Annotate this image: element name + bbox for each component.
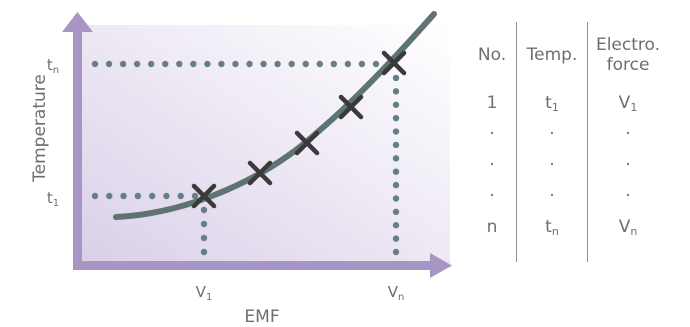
table-cell: · [625,155,631,175]
guide-dot [162,60,169,68]
guide-dot [392,141,400,149]
guide-dot [119,60,127,68]
guide-dot [200,248,208,256]
table-cell: V1 [618,93,638,114]
table-cell: · [625,124,631,144]
table-cell: tn [545,217,559,238]
x-marker [191,183,217,209]
table-header-temp: Temp. [526,45,578,65]
x-marker [294,130,320,156]
table-separator [516,22,517,262]
guide-dot [134,192,142,200]
table-col-force: Electro. force V1 · · · Vn [588,22,668,262]
y-tick-t1: t1 [47,189,59,209]
guide-lines [91,60,400,256]
guide-dot [133,60,141,68]
guide-dot [358,60,366,68]
guide-dot [344,60,352,68]
y-tick-tn: tn [47,56,59,76]
guide-dot [392,248,400,256]
table-cell-subscript: 1 [551,101,559,114]
guide-dot [392,181,400,189]
guide-dot [232,60,239,68]
guide-dot [392,235,400,242]
guide-dot [218,60,225,68]
table-col-no: No. 1 · · · n [468,22,516,262]
guide-dot [105,60,113,68]
x-axis [73,253,452,278]
x-axis-label: EMF [244,307,279,327]
y-axis [62,12,93,270]
x-marker [381,50,407,76]
guide-dot [392,101,400,108]
guide-dot [392,168,400,175]
guide-dot [392,88,400,95]
guide-dot [392,195,400,202]
y-axis-label: Temperature [30,74,50,183]
table-cell-subscript: n [630,225,638,238]
guide-dot [246,60,253,68]
guide-dot [372,60,380,68]
table-cell-subscript: n [551,225,559,238]
table-cell: · [549,124,555,144]
guide-dot [177,192,184,200]
table-cell: t1 [545,93,559,114]
table-col-temp: Temp. t1 · · · tn [517,22,587,262]
guide-dot [163,192,170,200]
guide-dot [392,114,400,122]
guide-dot [288,60,295,68]
guide-dot [260,60,267,68]
table-separator [587,22,588,262]
data-markers [191,50,407,209]
table-header-no: No. [477,45,507,65]
table-cell: · [625,186,631,206]
x-marker [338,94,364,120]
guide-dot [176,60,183,68]
x-marker [247,160,273,186]
guide-dot [200,234,208,242]
guide-dot [120,192,127,200]
guide-dot [91,192,99,200]
guide-dot [200,220,208,228]
guide-dot [91,60,99,68]
guide-dot [392,128,400,135]
guide-dot [302,60,309,68]
guide-dot [148,192,156,200]
table-cell: Vn [618,217,638,238]
x-tick-vn: Vn [388,283,405,303]
guide-dot [147,60,155,68]
table-cell: 1 [486,93,498,113]
calibration-table: No. 1 · · · n Temp. t1 · · · tn Electro. force V1… [468,22,668,262]
table-header-force: Electro. force [595,35,661,75]
guide-dot [274,60,281,68]
guide-dot [200,206,208,214]
guide-dot [190,60,197,68]
guide-dot [392,222,400,229]
guide-dot [316,60,323,68]
table-cell: · [489,124,495,144]
table-cell: · [489,155,495,175]
guide-dot [204,60,211,68]
guide-dot [392,208,400,216]
table-cell-subscript: 1 [630,101,638,114]
x-tick-v1: V1 [196,283,213,303]
guide-dot [392,74,400,82]
table-cell: n [486,217,498,237]
guide-dot [392,155,400,162]
table-cell: · [489,186,495,206]
guide-dot [106,192,113,200]
table-cell: · [549,186,555,206]
guide-dot [330,60,338,68]
guide-dot [191,192,199,200]
table-cell: · [549,155,555,175]
